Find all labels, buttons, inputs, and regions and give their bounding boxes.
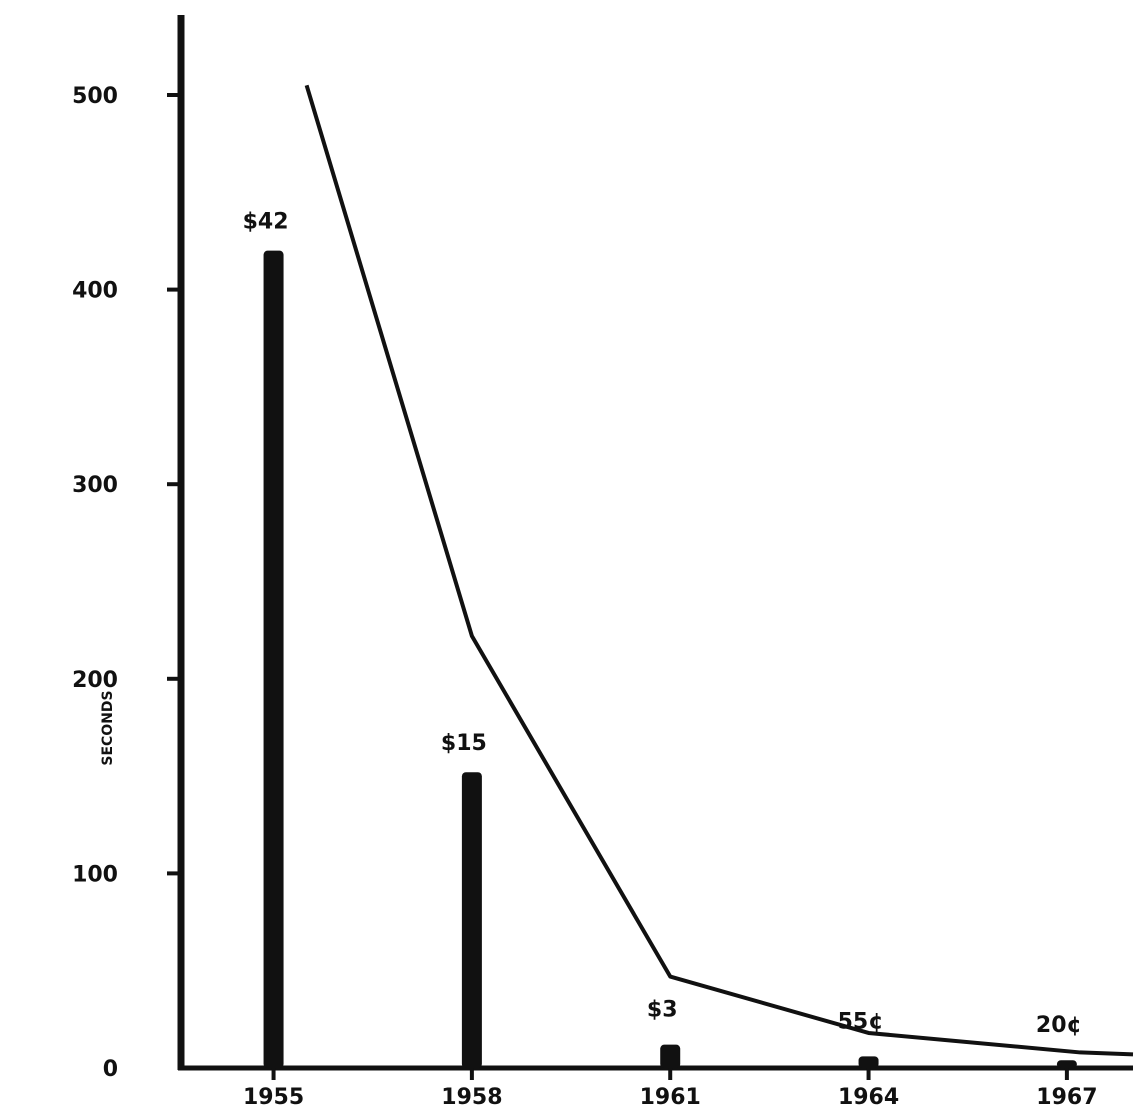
y-tick-label: 400	[72, 279, 118, 304]
x-tick-label-1961: 1961	[640, 1085, 701, 1110]
labels: 0 100 200 300 400 500 1955 $42 1958 $15 1961 $3 1964…	[72, 84, 1097, 1110]
y-axis-label: SECONDS	[100, 690, 116, 765]
x-tick-label-1964: 1964	[838, 1085, 899, 1110]
y-tick-label: 200	[72, 668, 118, 693]
bar-1967	[1056, 1060, 1077, 1068]
bar-1961	[660, 1044, 681, 1068]
x-tick-label-1967: 1967	[1036, 1085, 1097, 1110]
bar-value-label-1955: $42	[243, 210, 289, 235]
bar-1955	[263, 250, 284, 1068]
y-tick-label: 500	[72, 84, 118, 109]
axes	[167, 15, 1133, 1080]
bar-1958	[461, 772, 482, 1068]
trend-line	[304, 84, 1134, 1057]
y-tick-label: 100	[72, 862, 118, 887]
x-tick-label-1958: 1958	[441, 1085, 502, 1110]
x-tick-label-1955: 1955	[243, 1085, 304, 1110]
bar-value-label-1958: $15	[441, 731, 487, 756]
bars	[263, 250, 1077, 1068]
bar-value-label-1964: 55¢	[838, 1009, 884, 1034]
y-tick-label: 300	[72, 473, 118, 498]
bar-value-label-1961: $3	[647, 998, 678, 1023]
bar-value-label-1967: 20¢	[1036, 1013, 1082, 1038]
y-tick-label: 0	[103, 1057, 118, 1082]
bar-1964	[858, 1056, 879, 1068]
